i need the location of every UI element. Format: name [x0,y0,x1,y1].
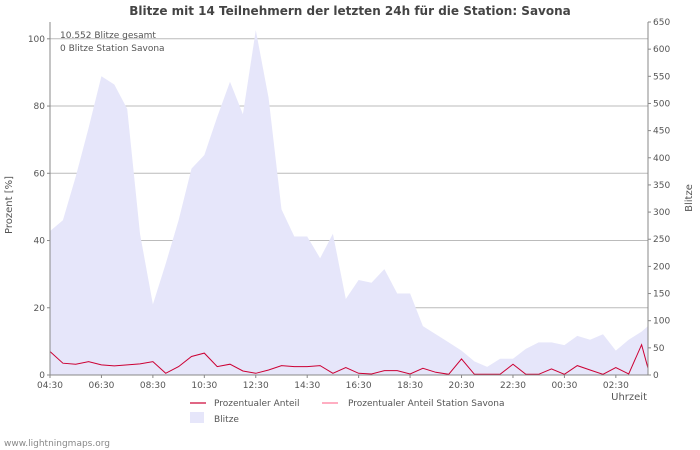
x-tick-label: 14:30 [294,381,320,391]
x-axis-label: Uhrzeit [611,392,647,403]
legend-label-blitze: Blitze [214,415,239,425]
right-tick-label: 250 [653,235,670,245]
x-tick-label: 20:30 [449,381,475,391]
chart-title: Blitze mit 14 Teilnehmern der letzten 24… [129,4,571,18]
left-tick-label: 40 [34,237,46,247]
legend-label-percentage: Prozentualer Anteil [214,399,300,409]
blitze-area-series [50,30,648,375]
right-tick-label: 650 [653,18,670,28]
right-tick-label: 100 [653,317,670,327]
x-tick-label: 12:30 [243,381,269,391]
legend: Prozentualer Anteil Prozentualer Anteil … [190,399,505,425]
right-tick-label: 300 [653,208,670,218]
annotation-station: 0 Blitze Station Savona [60,44,165,54]
x-tick-label: 02:30 [603,381,629,391]
x-tick-label: 10:30 [191,381,217,391]
right-tick-label: 50 [653,344,665,354]
x-tick-label: 04:30 [37,381,63,391]
x-tick-label: 06:30 [88,381,114,391]
legend-label-station: Prozentualer Anteil Station Savona [348,399,505,409]
right-tick-label: 350 [653,181,670,191]
x-tick-label: 08:30 [140,381,166,391]
right-tick-label: 200 [653,262,670,272]
right-tick-label: 600 [653,45,670,55]
x-tick-labels: 04:30 06:30 08:30 10:30 12:30 14:30 16:30 18:30… [37,375,629,391]
footer-source: www.lightningmaps.org [4,439,110,449]
left-y-tick-labels: 0 20 40 60 80 100 [28,35,50,381]
x-tick-label: 22:30 [500,381,526,391]
blitze-area [50,30,648,375]
x-tick-label: 16:30 [346,381,372,391]
left-tick-label: 60 [34,169,46,179]
y-axis-left-label: Prozent [%] [4,176,15,234]
left-tick-label: 0 [39,371,45,381]
right-tick-label: 0 [653,371,659,381]
left-tick-label: 20 [34,304,46,314]
axes [49,22,649,376]
x-tick-label: 00:30 [551,381,577,391]
left-tick-label: 80 [34,102,46,112]
left-tick-label: 100 [28,35,45,45]
annotation-total: 10.552 Blitze gesamt [60,31,156,41]
right-tick-label: 150 [653,290,670,300]
line-series-0 [49,343,649,375]
legend-swatch-blitze [190,412,204,423]
x-tick-label: 18:30 [397,381,423,391]
right-tick-label: 550 [653,72,670,82]
right-tick-label: 450 [653,127,670,137]
right-y-tick-labels: 0 50 100 150 200 250 300 350 400 450 500 550 600 650 [648,18,670,381]
right-tick-label: 400 [653,154,670,164]
right-tick-label: 500 [653,99,670,109]
y-axis-right-label: Blitze [684,184,695,212]
grid-lines [50,38,648,309]
